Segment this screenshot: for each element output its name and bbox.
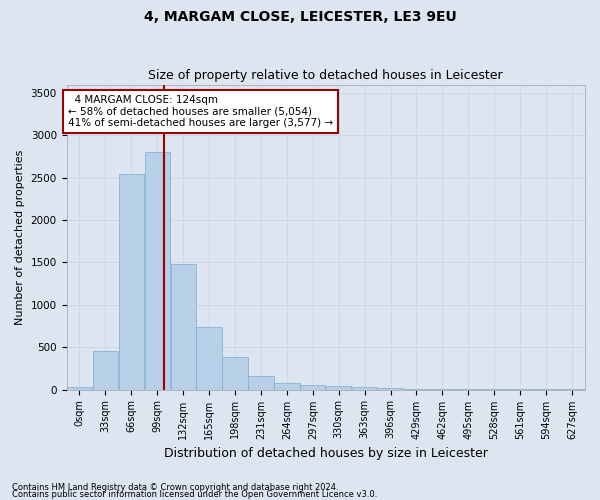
Bar [404,388,429,390]
Bar [93,350,118,390]
Bar [378,388,403,390]
Bar [274,383,299,390]
Bar [67,387,92,390]
Bar [145,152,170,390]
Bar [170,264,196,390]
Text: Contains public sector information licensed under the Open Government Licence v3: Contains public sector information licen… [12,490,377,499]
Text: Contains HM Land Registry data © Crown copyright and database right 2024.: Contains HM Land Registry data © Crown c… [12,484,338,492]
Text: 4 MARGAM CLOSE: 124sqm
← 58% of detached houses are smaller (5,054)
41% of semi-: 4 MARGAM CLOSE: 124sqm ← 58% of detached… [68,94,333,128]
Bar [196,327,222,390]
Bar [119,174,144,390]
Bar [248,376,274,390]
Bar [352,387,377,390]
X-axis label: Distribution of detached houses by size in Leicester: Distribution of detached houses by size … [164,447,488,460]
Y-axis label: Number of detached properties: Number of detached properties [15,150,25,325]
Text: 4, MARGAM CLOSE, LEICESTER, LE3 9EU: 4, MARGAM CLOSE, LEICESTER, LE3 9EU [143,10,457,24]
Bar [223,358,248,390]
Bar [300,385,325,390]
Bar [326,386,352,390]
Title: Size of property relative to detached houses in Leicester: Size of property relative to detached ho… [148,69,503,82]
